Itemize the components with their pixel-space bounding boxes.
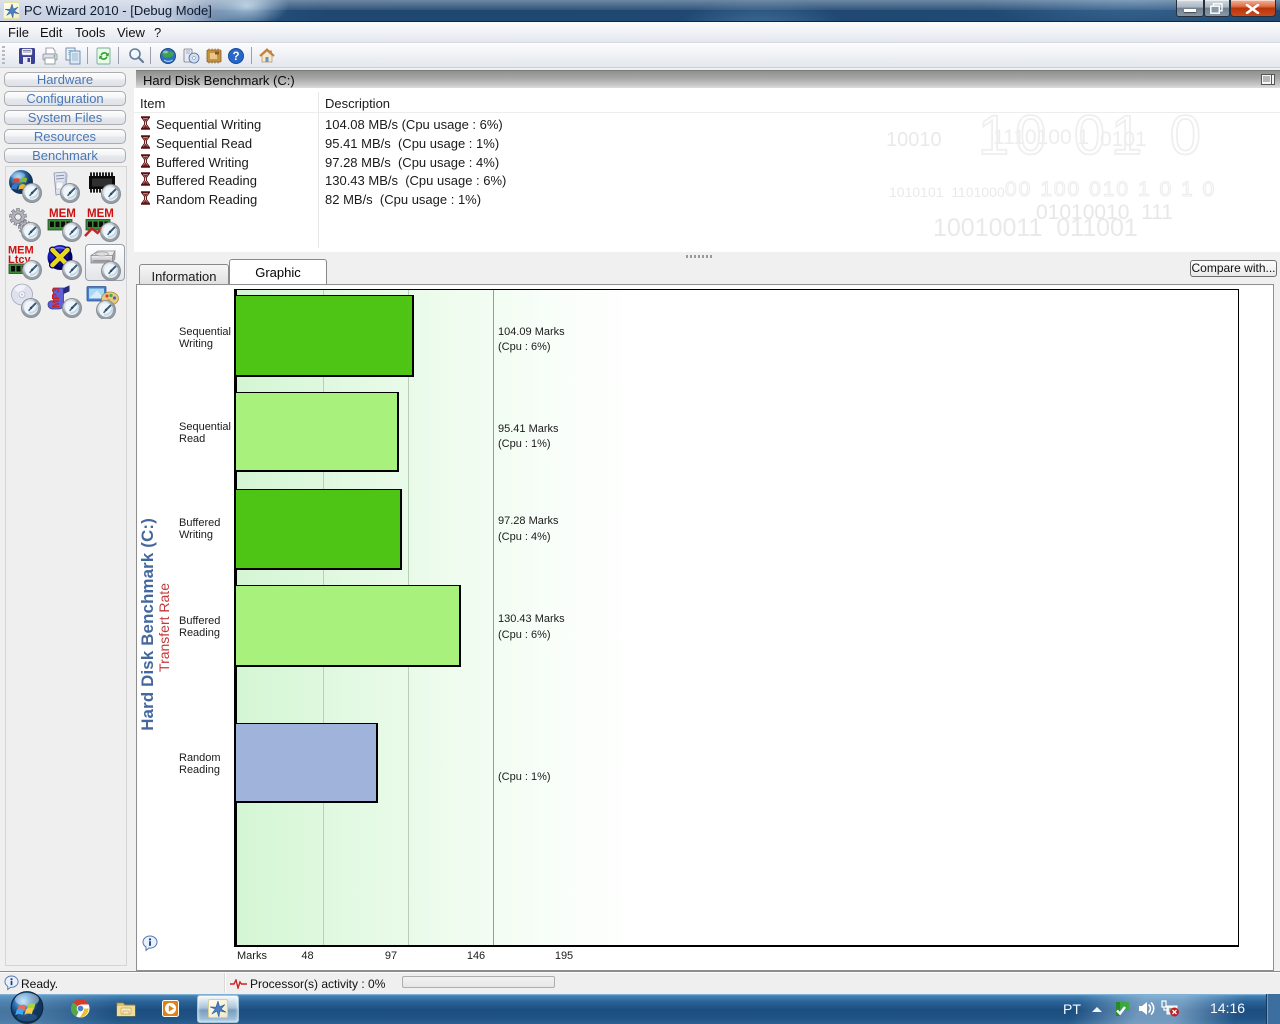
svg-text:MEM: MEM	[49, 208, 76, 220]
svg-text:MP3: MP3	[51, 287, 62, 308]
svg-text:MEM: MEM	[87, 208, 114, 220]
svg-text:?: ?	[232, 51, 239, 63]
svg-text:MEM: MEM	[8, 245, 34, 257]
